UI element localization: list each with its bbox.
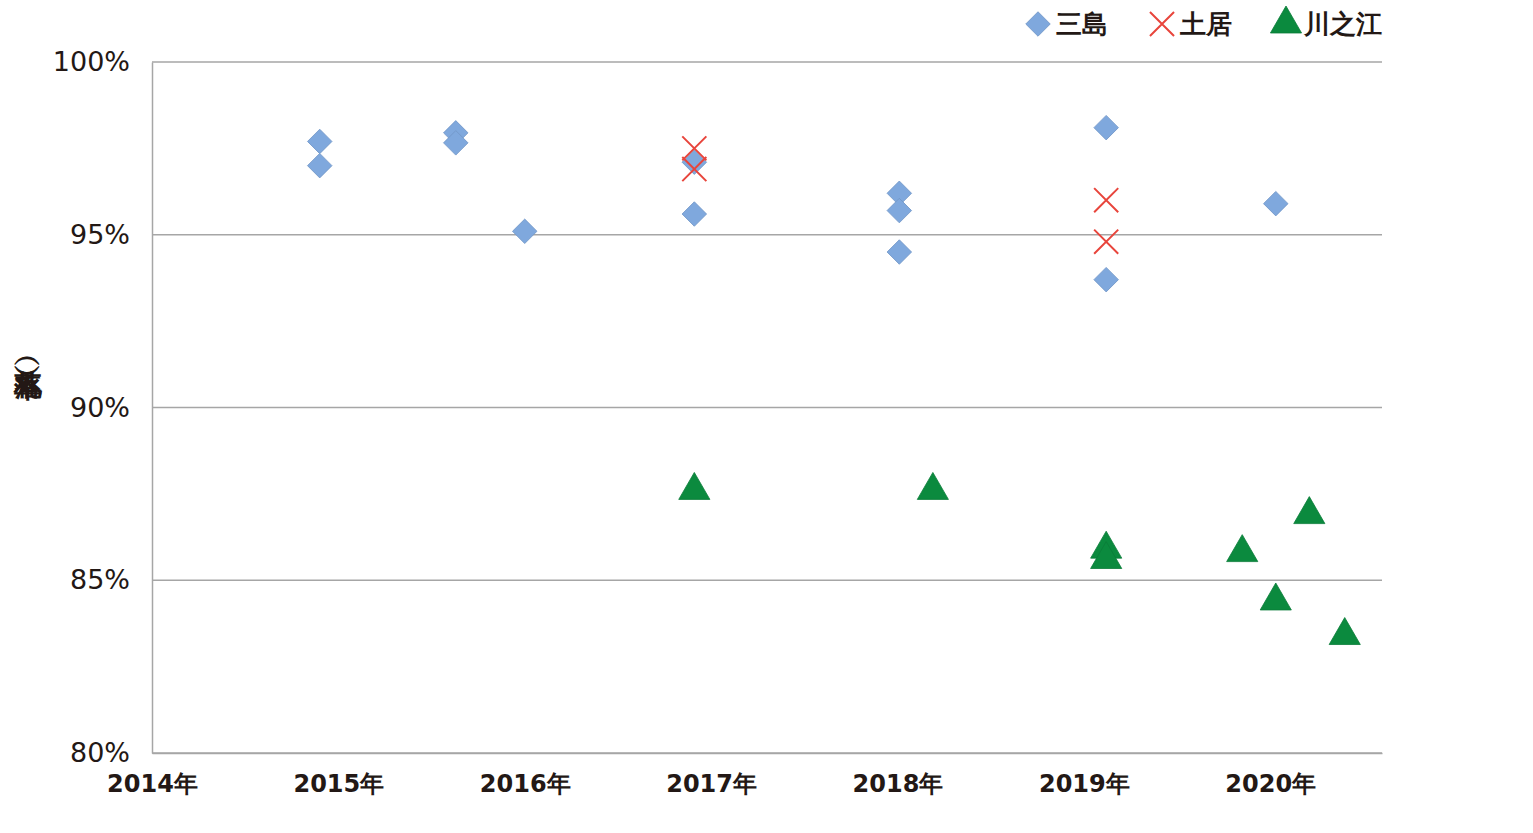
point: [307, 129, 331, 153]
x-tick: 2014年: [107, 753, 198, 798]
point: [682, 202, 706, 226]
x-tick-label: 2014年: [107, 770, 198, 798]
legend-item: 川之江: [1270, 6, 1382, 39]
x-tick-label: 2016年: [480, 770, 571, 798]
legend-label: 川之江: [1303, 9, 1382, 39]
y-tick-label: 90%: [70, 392, 130, 423]
legend-item: 土居: [1150, 9, 1232, 39]
y-tick-label: 95%: [70, 219, 130, 250]
x-tick: 2015年: [293, 753, 384, 798]
legend-marker: [1150, 12, 1174, 36]
y-tick: 80%: [70, 737, 152, 768]
point: [1094, 230, 1118, 254]
x-tick: 2020年: [1225, 753, 1316, 798]
legend-label: 土居: [1179, 9, 1232, 39]
x-axis-line: [153, 753, 1383, 755]
point: [1227, 535, 1258, 562]
x-tick: 2018年: [853, 753, 944, 798]
point: [444, 131, 468, 155]
point: [1260, 583, 1291, 610]
point: [1094, 115, 1118, 139]
y-tick-label: 80%: [70, 737, 130, 768]
y-tick: 90%: [70, 392, 152, 423]
legend-item: 三島: [1026, 9, 1108, 39]
y-axis-title: （落札率）: [13, 356, 43, 401]
x-tick: 2019年: [1039, 753, 1130, 798]
y-tick-label: 85%: [70, 564, 130, 595]
points: [307, 115, 1360, 644]
grid-line: [152, 61, 1382, 63]
point: [679, 472, 710, 499]
legend-marker: [1026, 12, 1050, 36]
grid-line: [152, 407, 1382, 409]
series: [679, 472, 1361, 644]
x-tick-label: 2019年: [1039, 770, 1130, 798]
point: [1091, 542, 1122, 569]
point: [887, 240, 911, 264]
grid-line: [152, 752, 1382, 754]
series: [682, 136, 1118, 253]
grid: [152, 62, 1382, 753]
x-tick-label: 2015年: [293, 770, 384, 798]
y-axis: 80% 85% 90% 95% 100%: [53, 46, 153, 768]
point: [1094, 188, 1118, 212]
y-tick-label: 100%: [53, 46, 130, 77]
y-tick: 100%: [53, 46, 152, 77]
point: [1329, 618, 1360, 645]
y-axis-line: [152, 63, 154, 754]
x-axis: 2014年 2015年 2016年 2017年 2018年 2019年 2020年: [107, 753, 1382, 798]
legend-label: 三島: [1056, 9, 1108, 39]
grid-line: [152, 234, 1382, 236]
x-tick-label: 2017年: [666, 770, 757, 798]
x-tick: 2017年: [666, 753, 757, 798]
point: [682, 136, 706, 160]
point: [307, 153, 331, 177]
point: [1094, 267, 1118, 291]
x-tick: 2016年: [480, 753, 571, 798]
x-tick-label: 2018年: [853, 770, 944, 798]
point: [682, 150, 706, 174]
point: [887, 198, 911, 222]
x-tick-label: 2020年: [1225, 770, 1316, 798]
point: [1264, 191, 1288, 215]
legend: 三島 土居 川之江: [1026, 6, 1382, 39]
y-tick: 95%: [70, 219, 152, 250]
point: [512, 219, 536, 243]
point: [1294, 497, 1325, 524]
y-tick: 85%: [70, 564, 152, 595]
legend-marker: [1270, 6, 1301, 33]
point: [917, 472, 948, 499]
grid-line: [152, 580, 1382, 582]
series: [307, 115, 1288, 292]
chart: 80% 85% 90% 95% 100% 2014年 2015年 2016年 2017年 2018…: [0, 0, 1533, 833]
point: [682, 157, 706, 181]
